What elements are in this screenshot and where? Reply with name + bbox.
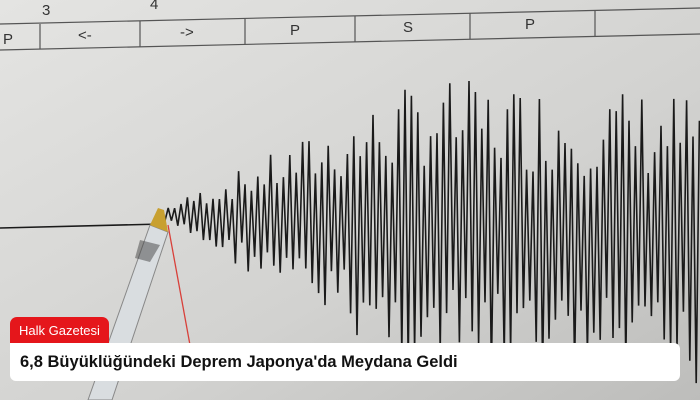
scale-number: 3 <box>42 2 50 19</box>
scale-header <box>0 7 700 51</box>
scale-cell: P <box>525 16 535 33</box>
headline[interactable]: 6,8 Büyüklüğündeki Deprem Japonya'da Mey… <box>10 343 680 381</box>
seismogram-trace <box>0 80 700 384</box>
time-marker <box>167 224 191 346</box>
scale-cell: <- <box>78 27 92 44</box>
scale-cell: P <box>290 22 300 39</box>
scale-cell: -> <box>180 24 194 41</box>
scale-cell: S <box>403 19 413 36</box>
scale-cell: P <box>3 31 13 48</box>
source-badge: Halk Gazetesi <box>10 317 109 344</box>
scale-number: 4 <box>150 0 158 13</box>
